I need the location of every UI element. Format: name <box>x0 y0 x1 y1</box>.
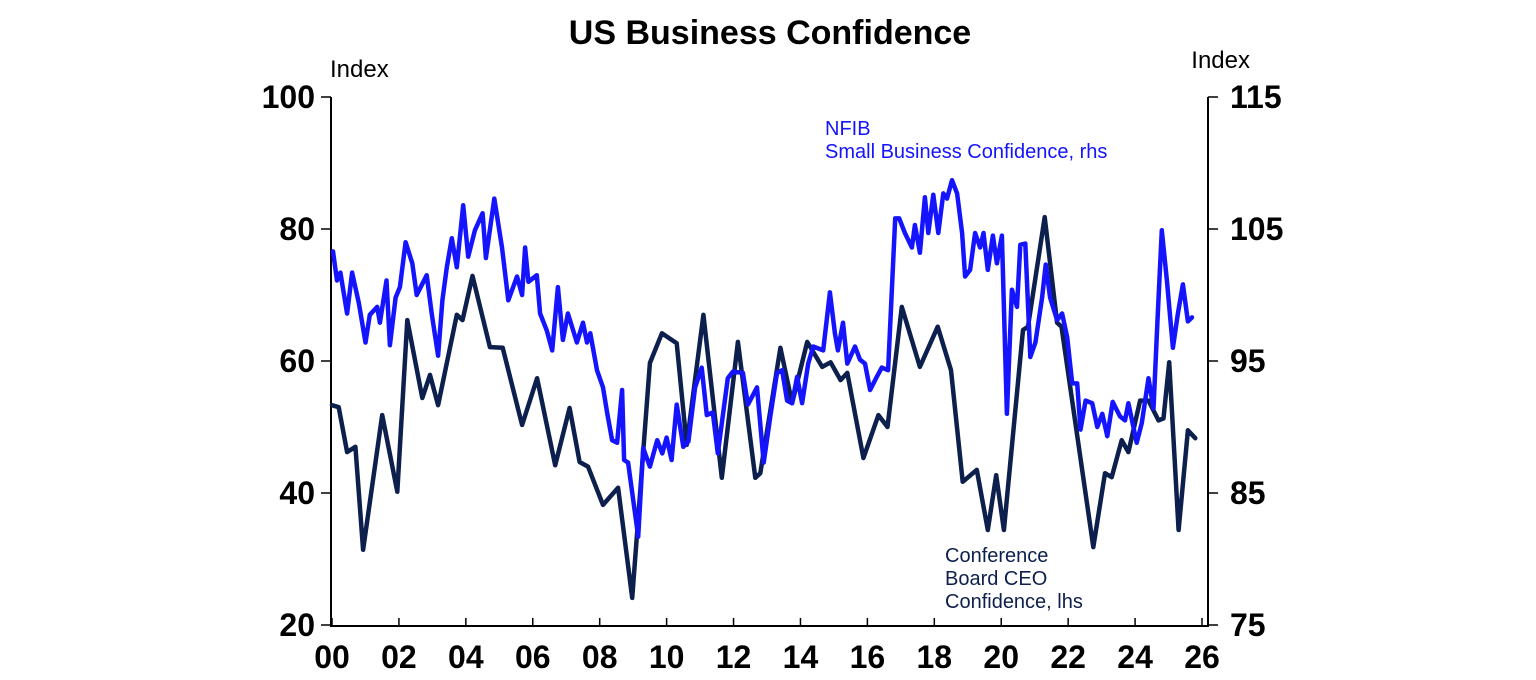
y-left-tick-label: 20 <box>279 607 315 643</box>
x-tick-label: 00 <box>314 639 350 675</box>
x-tick-label: 02 <box>381 639 417 675</box>
x-tick-label: 12 <box>716 639 752 675</box>
ceo-series-label: Conference <box>945 545 1048 567</box>
right-axis-unit: Index <box>1191 47 1250 74</box>
ceo-series-label: Board CEO <box>945 568 1047 590</box>
nfib-series-label: NFIB <box>825 118 871 140</box>
y-left-tick-label: 40 <box>279 475 315 511</box>
y-left-tick-label: 60 <box>279 343 315 379</box>
x-tick-label: 06 <box>515 639 551 675</box>
series-group <box>329 177 1198 601</box>
x-tick-label: 18 <box>917 639 953 675</box>
chart-title: US Business Confidence <box>569 14 971 52</box>
y-right-tick-label: 105 <box>1230 211 1283 247</box>
left-axis-unit: Index <box>330 56 389 83</box>
y-right-tick-label: 115 <box>1230 79 1282 115</box>
x-tick-label: 04 <box>448 639 484 675</box>
y-right-tick-label: 85 <box>1230 475 1266 511</box>
nfib-series-line <box>330 177 1195 539</box>
axes: 20 40 60 80 100 75 85 95 105 115 00 02 04 06 08 10 12 14 1… <box>262 79 1284 675</box>
x-tick-label: 24 <box>1117 639 1153 675</box>
x-tick-label: 10 <box>649 639 685 675</box>
x-tick-label: 26 <box>1184 639 1220 675</box>
y-right-tick-label: 75 <box>1230 607 1266 643</box>
nfib-series-label: Small Business Confidence, rhs <box>825 141 1107 163</box>
x-tick-label: 08 <box>582 639 618 675</box>
y-right-tick-label: 95 <box>1230 343 1266 379</box>
ceo-series-label: Confidence, lhs <box>945 591 1083 613</box>
x-tick-label: 16 <box>850 639 886 675</box>
x-tick-label: 22 <box>1050 639 1086 675</box>
x-tick-label: 14 <box>783 639 819 675</box>
y-left-tick-label: 80 <box>279 211 315 247</box>
ceo-series-line <box>329 214 1198 601</box>
x-tick-label: 20 <box>983 639 1019 675</box>
y-left-tick-label: 100 <box>262 79 315 115</box>
